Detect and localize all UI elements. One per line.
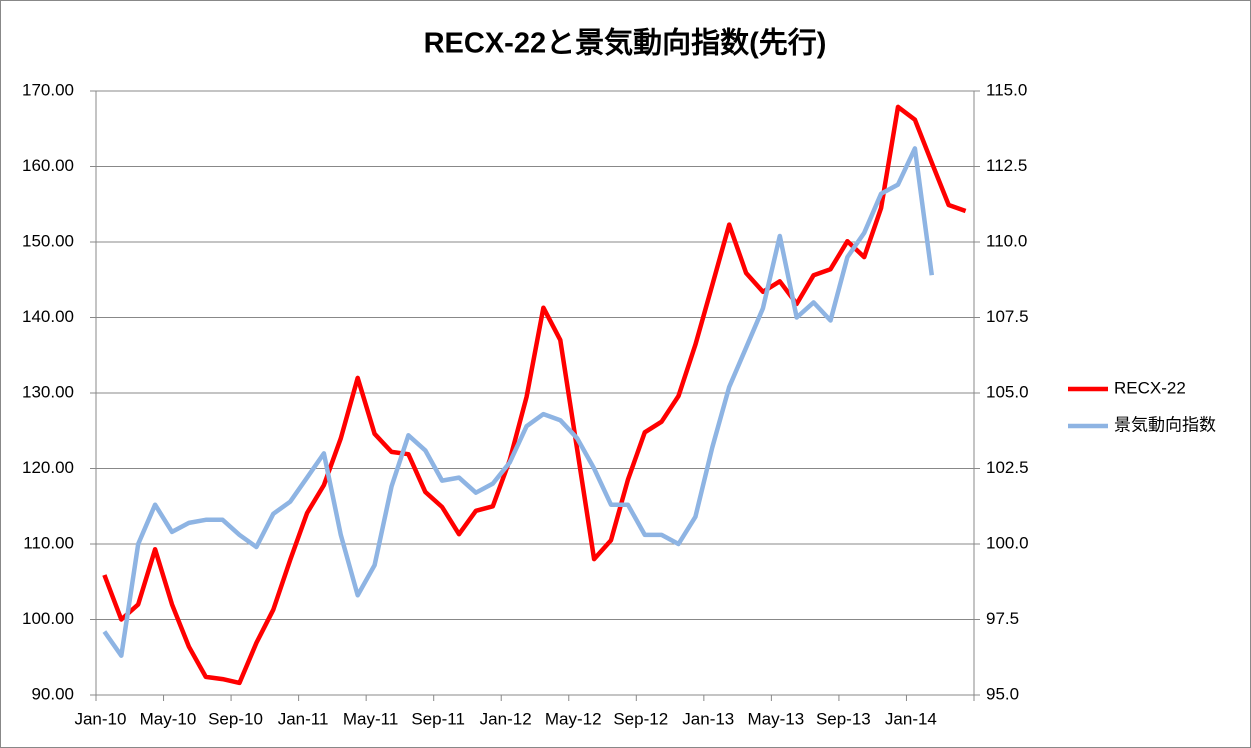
x-tick-label: Sep-12 bbox=[613, 709, 668, 728]
x-tick-label: May-13 bbox=[747, 709, 804, 728]
x-tick-label: Sep-10 bbox=[208, 709, 263, 728]
x-tick-label: Jan-10 bbox=[74, 709, 126, 728]
x-tick-label: Sep-11 bbox=[411, 709, 465, 728]
y2-tick-label: 97.5 bbox=[986, 609, 1019, 628]
y2-tick-label: 102.5 bbox=[986, 458, 1029, 477]
y-tick-label: 140.00 bbox=[22, 307, 74, 326]
x-tick-label: May-12 bbox=[545, 709, 602, 728]
series-line bbox=[102, 146, 935, 658]
y-tick-label: 160.00 bbox=[22, 156, 74, 175]
y-tick-label: 100.00 bbox=[22, 609, 74, 628]
y-tick-label: 120.00 bbox=[22, 458, 74, 477]
y2-tick-label: 110.0 bbox=[986, 231, 1027, 250]
x-tick-label: May-11 bbox=[343, 709, 398, 728]
y-tick-label: 90.00 bbox=[31, 684, 74, 703]
y2-tick-label: 95.0 bbox=[986, 684, 1019, 703]
x-tick-label: Jan-11 bbox=[278, 709, 329, 728]
y-tick-label: 170.00 bbox=[22, 80, 74, 99]
y2-tick-label: 100.0 bbox=[986, 533, 1029, 552]
x-tick-label: May-10 bbox=[140, 709, 197, 728]
x-tick-label: Jan-14 bbox=[885, 709, 937, 728]
y2-tick-label: 107.5 bbox=[986, 307, 1029, 326]
series-line bbox=[102, 104, 967, 686]
y-tick-label: 110.00 bbox=[23, 533, 74, 552]
x-tick-label: Jan-12 bbox=[480, 709, 532, 728]
x-tick-label: Sep-13 bbox=[816, 709, 871, 728]
x-tick-label: Jan-13 bbox=[682, 709, 734, 728]
y-tick-label: 130.00 bbox=[22, 382, 74, 401]
y2-tick-label: 105.0 bbox=[986, 382, 1029, 401]
y-tick-label: 150.00 bbox=[22, 231, 74, 250]
chart-title: RECX-22と景気動向指数(先行) bbox=[424, 27, 827, 60]
y2-tick-label: 112.5 bbox=[986, 156, 1027, 175]
legend-label: RECX-22 bbox=[1114, 378, 1186, 397]
y2-tick-label: 115.0 bbox=[986, 80, 1027, 99]
legend-label: 景気動向指数 bbox=[1114, 415, 1216, 434]
